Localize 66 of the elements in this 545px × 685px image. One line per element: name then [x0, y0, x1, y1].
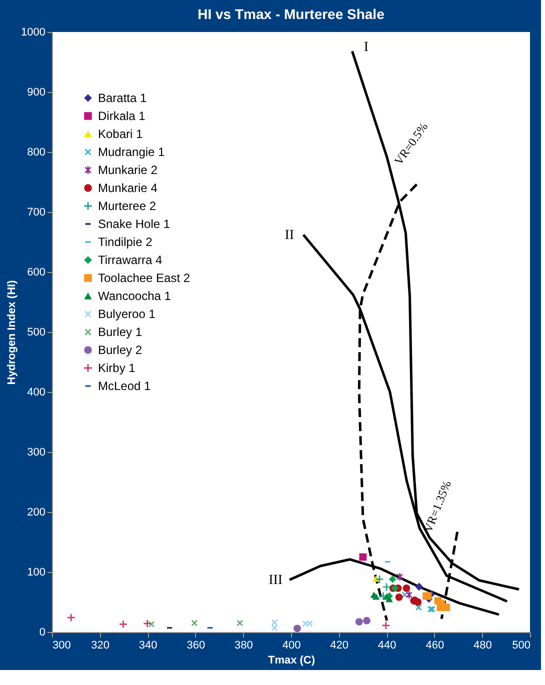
- point: [386, 596, 393, 602]
- legend-label: Snake Hole 1: [98, 217, 170, 231]
- legend-label: Kobari 1: [98, 127, 144, 141]
- annotation: III: [268, 572, 283, 588]
- point: [402, 584, 410, 592]
- x-axis-title: Tmax (C): [268, 654, 316, 666]
- point: [363, 616, 370, 624]
- y-tick-label: 600: [27, 266, 46, 278]
- legend-label: Burley 2: [98, 343, 142, 357]
- legend-label: Tindilpie 2: [98, 235, 153, 249]
- point: [271, 619, 278, 626]
- point: [382, 583, 390, 591]
- legend-label: McLeod 1: [98, 379, 152, 393]
- legend-label: Tirrawarra 4: [98, 253, 163, 267]
- y-tick-label: 700: [27, 206, 46, 218]
- y-tick-label: 1000: [21, 26, 46, 38]
- x-tick-label: 500: [512, 640, 530, 652]
- legend-label: Munkarie 4: [98, 181, 158, 195]
- x-tick-label: 340: [138, 640, 158, 652]
- legend-label: Toolachee East 2: [98, 271, 190, 285]
- y-tick-label: 200: [27, 506, 46, 518]
- point: [294, 624, 301, 632]
- legend-label: Kirby 1: [98, 361, 136, 375]
- point: [436, 604, 444, 612]
- point: [359, 553, 367, 561]
- legend-label: Wancoocha 1: [98, 289, 172, 303]
- y-tick-label: 500: [27, 326, 46, 338]
- x-tick-label: 440: [378, 640, 396, 652]
- point: [144, 620, 152, 628]
- point: [355, 618, 363, 626]
- point: [376, 575, 384, 583]
- x-tick-label: 400: [282, 640, 301, 652]
- y-tick-label: 400: [27, 386, 46, 398]
- legend-label: Baratta 1: [98, 91, 148, 105]
- point: [67, 614, 75, 622]
- x-tick-label: 300: [52, 640, 71, 652]
- chart-title: HI vs Tmax - Murteree Shale: [198, 6, 385, 22]
- point: [306, 620, 313, 627]
- y-tick-label: 100: [27, 566, 46, 578]
- legend-label: Dirkala 1: [98, 109, 146, 123]
- x-tick-label: 380: [234, 640, 253, 652]
- x-tick-label: 420: [330, 640, 348, 652]
- y-axis-title: Hydrogen Index (HI): [6, 280, 18, 385]
- point: [388, 575, 396, 583]
- point: [191, 620, 198, 626]
- y-tick-label: 300: [27, 446, 46, 458]
- x-tick-label: 360: [186, 640, 206, 652]
- legend-label: Murteree 2: [98, 199, 156, 213]
- annotation: II: [284, 228, 294, 243]
- annotation: I: [364, 40, 369, 56]
- y-tick-label: 800: [27, 146, 46, 158]
- y-tick-label: 900: [27, 86, 46, 98]
- legend-label: Burley 1: [98, 325, 142, 339]
- legend-label: Bulyeroo 1: [98, 307, 156, 321]
- x-tick-label: 320: [91, 640, 110, 652]
- legend-label: Mudrangie 1: [98, 145, 166, 159]
- point: [271, 624, 278, 631]
- legend-label: Munkarie 2: [98, 163, 158, 177]
- point: [236, 620, 243, 626]
- point: [120, 620, 127, 628]
- point: [395, 594, 403, 601]
- y-tick-label: 0: [39, 626, 46, 638]
- point: [382, 622, 390, 630]
- point: [148, 621, 155, 628]
- x-tick-label: 460: [426, 640, 444, 652]
- x-tick-label: 480: [474, 640, 492, 652]
